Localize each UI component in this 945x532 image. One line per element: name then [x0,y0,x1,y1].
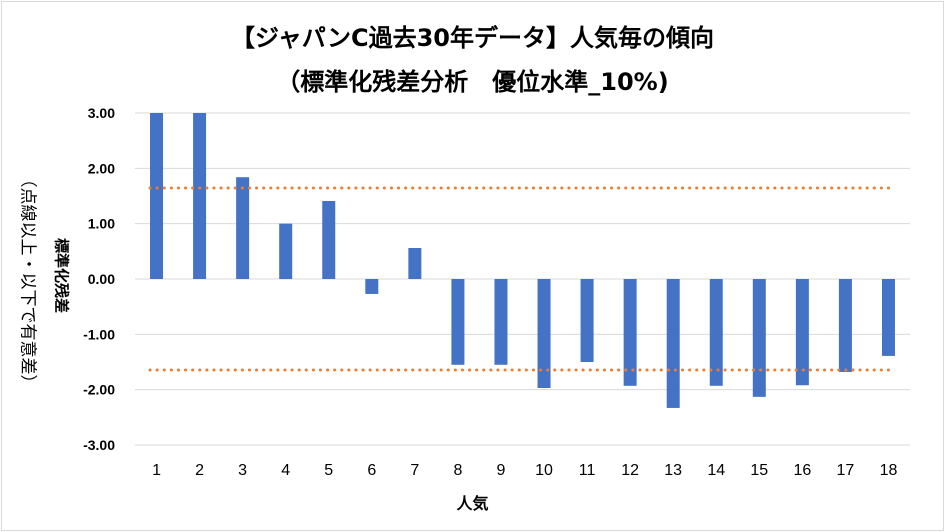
x-axis-label: 人気 [456,494,489,513]
bar [150,113,164,279]
x-tick-label: 3 [238,462,247,479]
bar [365,279,379,294]
x-tick-label: 6 [367,462,376,479]
bar [881,279,895,356]
y-tick-label: 3.00 [88,105,115,121]
y-tick-label: 1.00 [88,216,115,232]
x-tick-label: 1 [152,462,161,479]
bar [322,200,336,279]
bar [279,223,293,279]
x-tick-label: 11 [579,462,596,479]
y-tick-label: 0.00 [88,271,115,287]
x-tick-label: 15 [750,462,768,479]
bar [666,279,680,408]
x-tick-label: 16 [793,462,811,479]
x-tick-label: 8 [453,462,462,479]
bar [838,279,852,372]
bar [451,279,465,365]
bar [752,279,766,397]
x-tick-label: 17 [837,462,855,479]
y-tick-label: 2.00 [88,160,115,176]
chart-title: 【ジャパンC過去30年データ】人気毎の傾向 [230,24,714,52]
bar [795,279,809,386]
x-tick-label: 5 [324,462,333,479]
x-tick-label: 18 [880,462,898,479]
x-tick-label: 9 [497,462,506,479]
x-tick-label: 13 [664,462,682,479]
y-tick-label: -3.00 [83,437,115,453]
x-tick-label: 14 [707,462,725,479]
x-tick-label: 4 [281,462,290,479]
bar [537,279,551,389]
bar [709,279,723,386]
bar [494,279,508,365]
bar [236,177,250,279]
x-tick-label: 7 [410,462,419,479]
x-tick-label: 10 [535,462,553,479]
bar [623,279,637,386]
bar [193,113,207,279]
x-tick-label: 12 [621,462,639,479]
y-tick-label: -2.00 [83,382,115,398]
bar [408,248,422,279]
chart-subtitle: （標準化残差分析 優位水準_10%) [276,68,669,96]
bar [580,279,594,362]
x-tick-label: 2 [195,462,204,479]
y-tick-label: -1.00 [83,326,115,342]
